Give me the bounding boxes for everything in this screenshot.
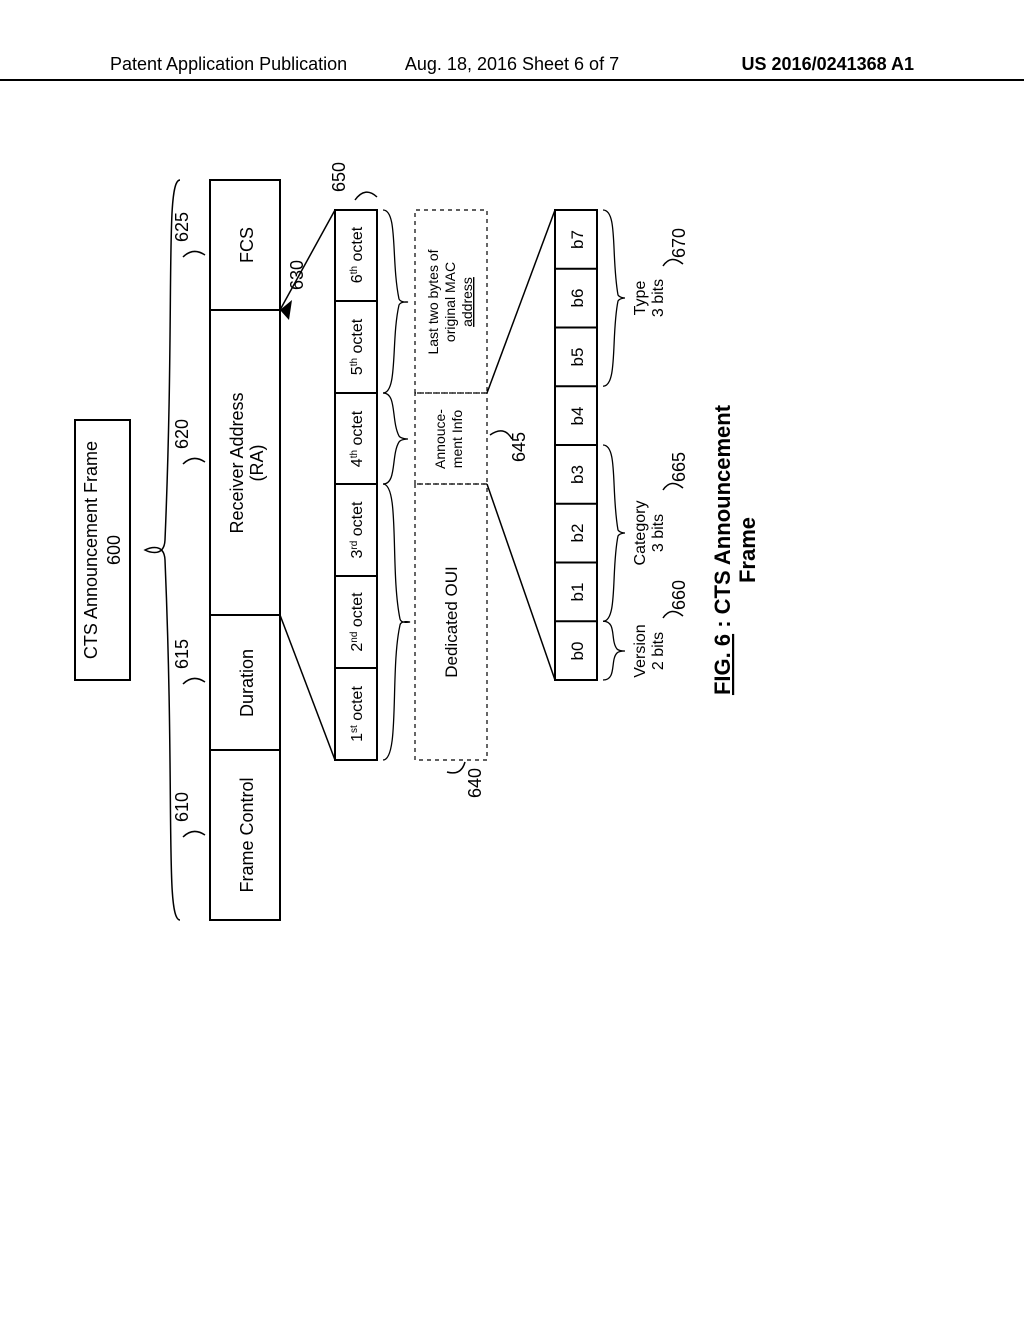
title-line2: 600 xyxy=(104,535,124,565)
diagram-svg: CTS Announcement Frame 600 610 615 620 6… xyxy=(65,100,765,1000)
bit-b2: b2 xyxy=(568,524,587,543)
octet-6: 6th octet xyxy=(349,226,367,283)
figure-caption: FIG. 6 : CTS Announcement xyxy=(710,404,735,695)
octet-3: 3rd octet xyxy=(349,501,367,559)
header-right: US 2016/0241368 A1 xyxy=(742,54,914,75)
ref-625: 625 xyxy=(172,212,192,242)
ref-620: 620 xyxy=(172,419,192,449)
cell-ra-label1: Receiver Address xyxy=(227,392,247,533)
ref-615: 615 xyxy=(172,639,192,669)
page-header: Patent Application Publication Aug. 18, … xyxy=(0,54,1024,81)
expand2-left xyxy=(487,484,555,680)
label-annc2: ment Info xyxy=(449,410,465,469)
ref-640: 640 xyxy=(465,768,485,798)
expand-line-left xyxy=(280,615,335,760)
ref-665: 665 xyxy=(669,452,689,482)
octet-2: 2nd octet xyxy=(349,592,367,652)
label-cat2: 3 bits xyxy=(650,514,667,552)
brace-oui xyxy=(383,484,410,760)
ref-hook-650 xyxy=(355,192,377,200)
label-mac1: Last two bytes of xyxy=(425,249,441,354)
label-cat1: Category xyxy=(632,501,649,566)
bit-b5: b5 xyxy=(568,348,587,367)
bit-row: b0 b1 b2 b3 b4 b5 b6 b7 xyxy=(555,210,597,680)
ref-hook-665 xyxy=(663,483,683,490)
ref-hook-620 xyxy=(183,458,205,464)
bit-b4: b4 xyxy=(568,407,587,426)
ref-650: 650 xyxy=(329,162,349,192)
diagram-rotated-container: CTS Announcement Frame 600 610 615 620 6… xyxy=(65,300,965,1000)
ref-hook-610 xyxy=(183,831,205,837)
brace-category xyxy=(603,445,625,621)
expand2-right xyxy=(487,210,555,393)
arrow-630 xyxy=(280,300,292,320)
label-oui: Dedicated OUI xyxy=(442,566,461,678)
figure-subcaption: Frame xyxy=(735,517,760,583)
label-mac2: original MAC xyxy=(442,262,458,342)
bit-b7: b7 xyxy=(568,230,587,249)
ref-hook-660 xyxy=(663,611,683,618)
ref-670: 670 xyxy=(669,228,689,258)
frame-row: 610 615 620 625 Frame Control Duration R… xyxy=(172,180,280,920)
ref-hook-625 xyxy=(183,251,205,257)
label-mac3: address xyxy=(459,277,475,327)
ref-hook-640 xyxy=(447,762,465,773)
ref-660: 660 xyxy=(669,580,689,610)
ref-610: 610 xyxy=(172,792,192,822)
ref-hook-615 xyxy=(183,678,205,684)
ref-hook-670 xyxy=(663,259,683,266)
cell-ra-label2: (RA) xyxy=(247,445,267,482)
cell-fcs-label: FCS xyxy=(237,227,257,263)
cell-duration-label: Duration xyxy=(237,649,257,717)
label-annc1: Annouce- xyxy=(432,409,448,469)
octet-4: 4th octet xyxy=(349,410,367,467)
bit-b3: b3 xyxy=(568,465,587,484)
label-version1: Version xyxy=(632,624,649,677)
label-version2: 2 bits xyxy=(650,632,667,670)
octet-row: 1st octet 2nd octet 3rd octet 4th octet … xyxy=(335,210,377,760)
title-line1: CTS Announcement Frame xyxy=(81,441,101,659)
octet-1: 1st octet xyxy=(349,686,367,742)
brace-version xyxy=(603,621,625,680)
ref-630: 630 xyxy=(287,260,307,290)
brace-mac xyxy=(383,210,408,393)
header-left: Patent Application Publication xyxy=(110,54,347,75)
cell-frame-control-label: Frame Control xyxy=(237,777,257,892)
ref-645: 645 xyxy=(509,432,529,462)
brace-annc xyxy=(383,393,408,484)
label-type1: Type xyxy=(632,281,649,316)
bit-b6: b6 xyxy=(568,289,587,308)
bit-b1: b1 xyxy=(568,583,587,602)
bit-b0: b0 xyxy=(568,642,587,661)
brace-type xyxy=(603,210,625,386)
octet-5: 5th octet xyxy=(349,318,367,375)
label-type2: 3 bits xyxy=(650,279,667,317)
